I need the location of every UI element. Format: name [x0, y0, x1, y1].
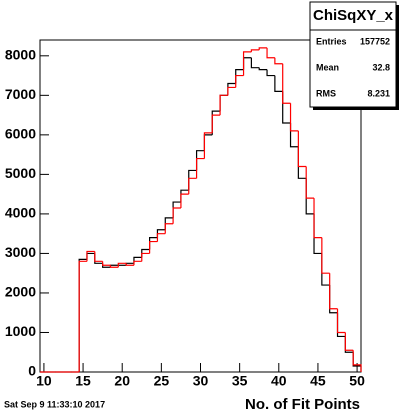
histogram-bin	[266, 69, 275, 77]
histogram-bin	[258, 47, 268, 50]
histogram-bin	[172, 207, 181, 224]
y-tick-label: 1000	[5, 323, 36, 339]
stats-label: Entries	[316, 36, 347, 46]
histogram-bin	[94, 251, 103, 262]
x-tick-label: 15	[75, 373, 91, 389]
histogram-bin	[219, 94, 228, 116]
histogram-bin	[164, 223, 174, 234]
timestamp: Sat Sep 9 11:33:10 2017	[4, 399, 105, 409]
x-tick-label: 40	[271, 373, 287, 389]
histogram-bin	[336, 308, 346, 334]
histogram-bin	[195, 157, 205, 179]
histogram-bin	[117, 262, 127, 268]
y-tick-label: 7000	[5, 86, 36, 102]
stats-title: ChiSqXY_x	[313, 7, 394, 24]
histogram-bin	[203, 132, 213, 159]
stats-value: 157752	[360, 36, 390, 46]
y-tick-label: 5000	[5, 165, 36, 181]
histogram-bin	[282, 63, 291, 104]
histogram-bin	[289, 103, 299, 132]
x-tick-label: 10	[36, 373, 52, 389]
y-tick-label: 3000	[5, 244, 36, 260]
histogram-bin	[235, 74, 244, 88]
histogram-bin	[211, 114, 221, 133]
y-tick-label: 0	[28, 363, 36, 379]
histogram-bin	[133, 260, 142, 266]
histogram-bin	[274, 57, 283, 65]
histogram-bin	[227, 86, 236, 96]
stats-box	[309, 1, 397, 108]
x-tick-label: 35	[232, 373, 248, 389]
histogram-bin	[258, 67, 268, 71]
stats-value: 32.8	[372, 62, 390, 72]
y-tick-label: 4000	[5, 205, 36, 221]
histogram-bin	[297, 130, 307, 168]
histogram-bin	[329, 273, 338, 310]
histogram-bin	[274, 75, 283, 92]
histogram-bin	[266, 47, 275, 59]
histogram-bin	[86, 250, 95, 262]
histogram-bin	[149, 240, 158, 254]
histogram-bin	[109, 265, 119, 268]
y-tick-label: 6000	[5, 126, 36, 142]
histogram-bin	[250, 57, 260, 69]
x-tick-label: 50	[349, 373, 365, 389]
histogram-bin	[305, 166, 315, 199]
histogram-bin	[78, 260, 87, 372]
histogram-bin	[321, 237, 330, 274]
histogram-bin	[313, 198, 322, 239]
y-tick-label: 8000	[5, 47, 36, 63]
histogram-bin	[156, 233, 166, 242]
stats-label: RMS	[316, 88, 336, 98]
histogram-bin	[180, 193, 189, 208]
histogram-bin	[242, 51, 252, 76]
x-tick-label: 30	[193, 373, 209, 389]
histogram-bin	[125, 263, 134, 266]
histogram-bin	[352, 350, 362, 372]
histogram-bin	[250, 49, 260, 52]
histogram-bin	[141, 252, 150, 262]
histogram-bin	[344, 332, 354, 351]
stats-label: Mean	[316, 62, 339, 72]
y-tick-label: 2000	[5, 284, 36, 300]
x-tick-label: 45	[310, 373, 326, 389]
stats-value: 8.231	[367, 88, 390, 98]
x-tick-label: 20	[114, 373, 130, 389]
x-tick-label: 25	[154, 373, 170, 389]
x-axis-label: No. of Fit Points	[245, 396, 360, 413]
histogram-bin	[102, 261, 111, 266]
histogram-bin	[188, 177, 197, 195]
